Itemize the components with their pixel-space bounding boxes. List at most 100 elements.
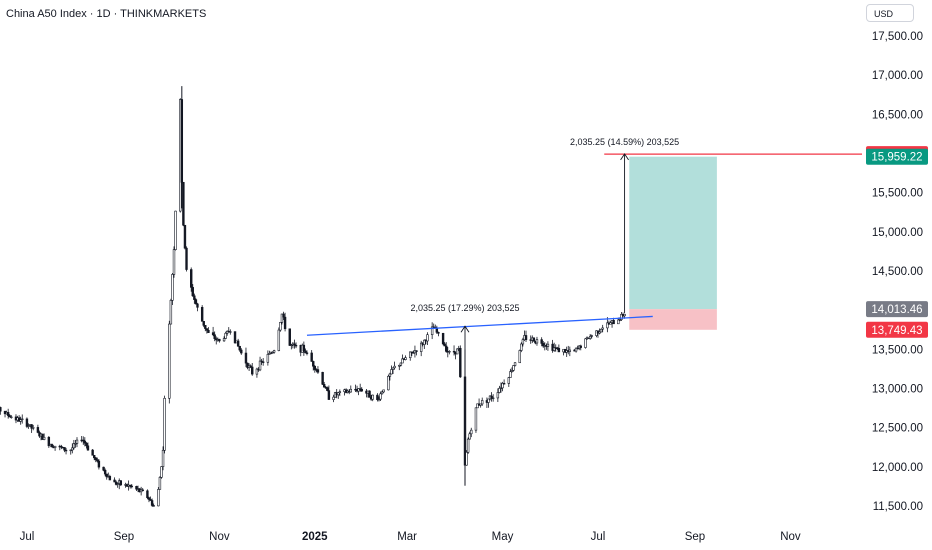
candle-body <box>337 392 340 396</box>
candle-body <box>272 350 276 353</box>
candle-body <box>233 331 237 344</box>
y-tick-label: 17,000.00 <box>872 70 923 82</box>
candle-body <box>481 400 484 405</box>
candle-body <box>376 394 379 401</box>
candle-body <box>25 418 29 427</box>
candle-body <box>283 316 287 330</box>
candle-body <box>382 389 385 393</box>
candle-body <box>576 347 579 350</box>
y-tick-label: 17,500.00 <box>872 31 923 43</box>
candle-body <box>218 338 221 342</box>
candle-body <box>623 313 626 317</box>
candle-body <box>172 249 176 275</box>
candle-body <box>141 489 144 492</box>
price-tag-text: 14,013.46 <box>871 304 922 316</box>
candle-body <box>520 343 523 351</box>
candle-body <box>423 339 426 345</box>
candle-body <box>6 412 10 416</box>
candle-body <box>445 345 448 352</box>
candle-body <box>224 332 227 339</box>
candle-body <box>387 375 390 391</box>
position-loss-zone[interactable] <box>629 309 717 330</box>
candle-body <box>194 299 198 305</box>
candle-body <box>379 393 382 400</box>
candle-body <box>71 447 74 451</box>
candle-body <box>393 365 396 369</box>
candle-body <box>191 287 194 297</box>
candle-body <box>213 334 216 339</box>
x-tick-label: Jul <box>20 531 35 543</box>
candle-body <box>196 303 199 308</box>
candle-body <box>401 358 404 364</box>
currency-selector[interactable]: USD <box>866 4 914 22</box>
candle-body <box>470 429 473 435</box>
candle-body <box>50 444 54 448</box>
candle-body <box>116 483 119 485</box>
candle-body <box>620 314 623 320</box>
candle-body <box>513 362 517 366</box>
candle-body <box>271 351 274 354</box>
trendline[interactable] <box>306 315 653 336</box>
price-tag-take-profit[interactable] <box>866 148 928 165</box>
candle-body <box>261 361 265 363</box>
candle-body <box>302 344 306 352</box>
price-axis[interactable] <box>862 0 932 550</box>
candle-body <box>380 391 384 395</box>
candle-body <box>96 459 99 462</box>
candle-body <box>238 345 241 351</box>
y-tick-label: 16,500.00 <box>872 109 923 121</box>
candle-body <box>91 449 94 456</box>
candle-body <box>415 350 418 352</box>
candle-body <box>31 427 35 429</box>
y-tick-label: 14,500.00 <box>872 266 923 278</box>
candle-body <box>612 320 615 325</box>
candle-body <box>419 342 423 352</box>
time-axis[interactable] <box>0 520 862 550</box>
candle-body <box>398 364 401 367</box>
candle-body <box>204 325 207 329</box>
candle-body <box>532 337 536 342</box>
candle-body <box>10 416 13 419</box>
candle-body <box>182 182 185 226</box>
candle-body <box>304 350 307 354</box>
candle-body <box>157 489 160 507</box>
candle-body <box>174 210 177 250</box>
candle-body <box>82 439 85 442</box>
x-tick-label: May <box>492 531 514 543</box>
candle-body <box>455 348 459 355</box>
candle-body <box>510 370 514 372</box>
candle-body <box>69 449 72 452</box>
candle-body <box>8 415 11 418</box>
candle-body <box>368 390 371 398</box>
candle-body <box>357 388 360 392</box>
candle-body <box>190 269 193 288</box>
candle-body <box>521 339 525 345</box>
candle-body <box>83 440 87 444</box>
candle-body <box>150 500 154 506</box>
candle-body <box>158 477 162 490</box>
candle-body <box>205 328 209 331</box>
candle-body <box>540 339 543 344</box>
price-tag-last-price[interactable] <box>866 301 928 318</box>
candle-body <box>113 479 116 483</box>
candle-body <box>279 322 282 331</box>
measure-label: 2,035.25 (17.29%) 203,525 <box>410 303 519 313</box>
candle-body <box>119 480 123 486</box>
candle-body <box>430 326 434 335</box>
candle-body <box>260 360 263 363</box>
candle-body <box>149 499 152 501</box>
candle-body <box>47 436 51 447</box>
candle-body <box>160 466 163 478</box>
position-profit-zone[interactable] <box>629 156 717 310</box>
candle-body <box>64 449 68 452</box>
candle-body <box>371 394 374 400</box>
candle-body <box>584 338 587 348</box>
candle-body <box>280 313 284 323</box>
candle-body <box>251 366 254 375</box>
candle-body <box>193 295 196 300</box>
price-tag-stop-loss[interactable] <box>866 321 928 338</box>
candle-body <box>249 365 252 368</box>
candle-body <box>93 454 96 459</box>
candle-body <box>102 466 105 471</box>
